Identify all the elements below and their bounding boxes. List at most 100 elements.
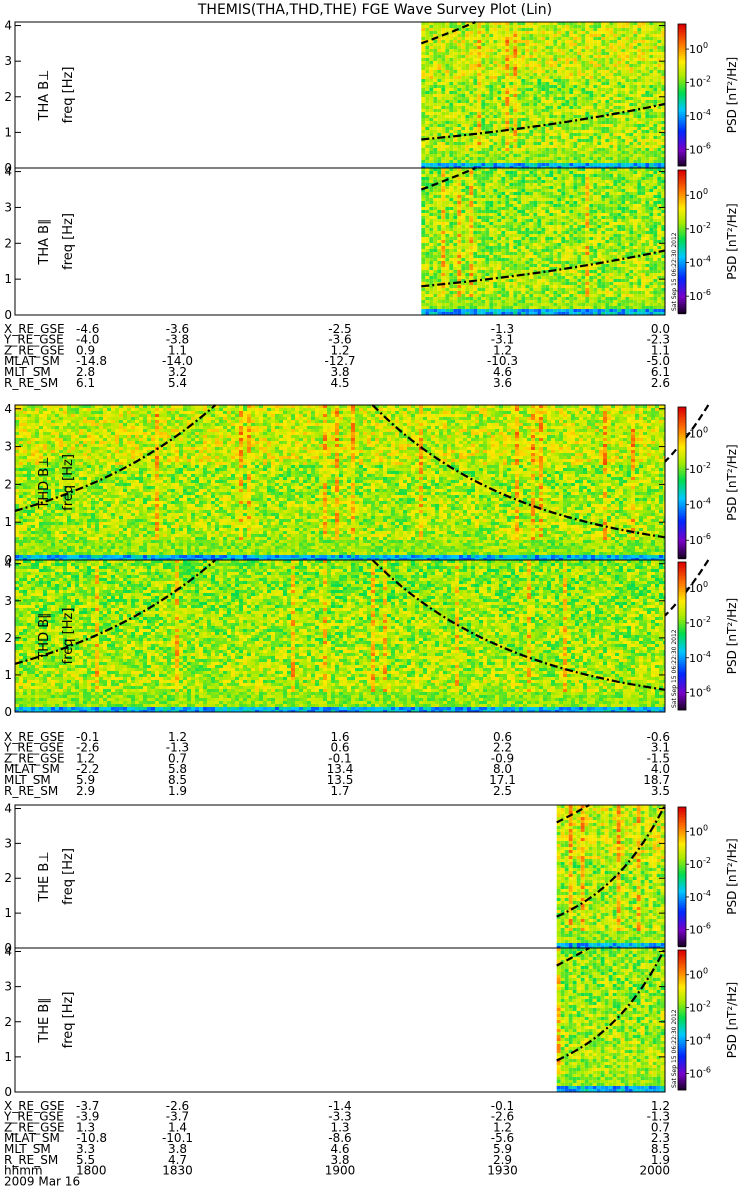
- ytick-label: 0: [4, 308, 12, 322]
- ephemeris-tha: X_RE_GSE -4.6 -3.6 -2.5 -1.3 0.0Y_RE_GSE -4.0-…: [3, 322, 670, 390]
- colorbar-tick-label: 10-4: [689, 889, 711, 904]
- colorbar-tick-label: 100: [689, 824, 708, 839]
- ytick-label: 3: [4, 836, 12, 850]
- ephemeris-thd: X_RE_GSE -0.1 1.2 1.6 0.6 -0.6Y_RE_GSE -2.6 -1.…: [3, 730, 670, 798]
- ephemeris-value: 1.7: [330, 784, 349, 798]
- ephemeris-row-label: R_RE_SM: [4, 784, 58, 798]
- colorbar-label: PSD [nT²/Hz]: [725, 203, 739, 279]
- time-tick-label: 1800: [76, 1164, 107, 1178]
- ephemeris-value: 5.4: [168, 376, 187, 390]
- colorbar-tick-label: 10-4: [689, 108, 711, 123]
- generation-stamp: Sat Sep 15 06:22:30 2012: [671, 629, 678, 708]
- ytick-label: 3: [4, 200, 12, 214]
- ephemeris-row-label: R_RE_SM: [4, 376, 58, 390]
- colorbar-thd-bperp: 100 10-2 10-4 10-6 PSD [nT²/Hz]: [678, 407, 739, 559]
- colorbar-tick-label: 100: [689, 187, 708, 202]
- ephemeris-value: 6.1: [76, 376, 95, 390]
- colorbar-tick-label: 10-6: [689, 141, 711, 156]
- panel-ylabel: THA B⊥: [37, 70, 52, 122]
- colorbar-tick-label: 100: [689, 41, 708, 56]
- ytick-label: 1: [4, 1050, 12, 1064]
- time-tick-label: 1930: [487, 1164, 518, 1178]
- ytick-label: 2: [4, 236, 12, 250]
- colorbar-tick-label: 10-2: [689, 461, 711, 476]
- heatmap-thd-bpar: [15, 560, 665, 712]
- time-tick-label: 2000: [639, 1164, 670, 1178]
- ephemeris-value: 1.9: [168, 784, 187, 798]
- plot-title: THEMIS(THA,THD,THE) FGE Wave Survey Plot…: [197, 2, 552, 18]
- themis-wave-survey-figure: THEMIS(THA,THD,THE) FGE Wave Survey Plot…: [0, 0, 750, 1200]
- ytick-label: 2: [4, 90, 12, 104]
- colorbar-tick-label: 100: [689, 426, 708, 441]
- date-label: 2009 Mar 16: [4, 1174, 80, 1188]
- panel-freq-label: freq [Hz]: [61, 992, 76, 1049]
- ephemeris-value: 4.5: [330, 376, 349, 390]
- ytick-label: 3: [4, 594, 12, 608]
- generation-stamp: Sat Sep 15 06:22:30 2012: [671, 232, 678, 311]
- colorbar-tick-label: 10-6: [689, 1066, 711, 1081]
- panel-ylabel: THD B⊥: [37, 456, 52, 509]
- colorbar-tick-label: 10-6: [689, 288, 711, 303]
- ytick-label: 2: [4, 871, 12, 885]
- panel-ylabel: THD B∥: [37, 612, 52, 660]
- panel-freq-label: freq [Hz]: [61, 454, 76, 511]
- colorbar-label: PSD [nT²/Hz]: [725, 598, 739, 674]
- ytick-label: 4: [4, 945, 12, 959]
- colorbar-tick-label: 10-4: [689, 497, 711, 512]
- heatmap-tha-bpar: [421, 168, 665, 315]
- spectrogram-plot: THEMIS(THA,THD,THE) FGE Wave Survey Plot…: [0, 0, 750, 1200]
- ytick-label: 2: [4, 477, 12, 491]
- ytick-label: 4: [4, 402, 12, 416]
- ytick-label: 3: [4, 980, 12, 994]
- generation-stamp: Sat Sep 15 06:22:30 2012: [671, 1009, 678, 1088]
- colorbar-label: PSD [nT²/Hz]: [725, 982, 739, 1058]
- ephemeris-value: 2.6: [651, 376, 670, 390]
- ephemeris-value: 3.6: [493, 376, 512, 390]
- colorbar-the-bpar: 100 10-2 10-4 10-6 PSD [nT²/Hz]: [678, 950, 739, 1090]
- ytick-label: 2: [4, 631, 12, 645]
- colorbar-tick-label: 10-6: [689, 532, 711, 547]
- heatmap-the-bpar: [557, 948, 665, 1092]
- ytick-label: 1: [4, 125, 12, 139]
- colorbar-tick-label: 10-6: [689, 922, 711, 937]
- colorbar-the-bperp: 100 10-2 10-4 10-6 PSD [nT²/Hz]: [678, 807, 739, 947]
- ytick-label: 0: [4, 705, 12, 719]
- ephemeris-the: X_RE_GSE -3.7 -2.6 -1.4 -0.1 1.2Y_RE_GSE -3.9-…: [3, 1099, 670, 1167]
- colorbar-tick-label: 10-2: [689, 1000, 711, 1015]
- ytick-label: 1: [4, 272, 12, 286]
- time-tick-label: 1900: [325, 1164, 356, 1178]
- colorbar-tick-label: 100: [689, 967, 708, 982]
- colorbar-tick-label: 10-2: [689, 856, 711, 871]
- ephemeris-value: 3.5: [651, 784, 670, 798]
- ytick-label: 0: [4, 1085, 12, 1099]
- ytick-label: 4: [4, 165, 12, 179]
- panel-freq-label: freq [Hz]: [61, 67, 76, 124]
- colorbar-tick-label: 100: [689, 580, 708, 595]
- time-tick-label: 1830: [162, 1164, 193, 1178]
- ytick-label: 1: [4, 906, 12, 920]
- panel-freq-label: freq [Hz]: [61, 608, 76, 665]
- heatmap-tha-bperp: [421, 22, 665, 168]
- panel-freq-label: freq [Hz]: [61, 848, 76, 905]
- colorbar-tick-label: 10-4: [689, 650, 711, 665]
- panel-the-bpar: 0 1 2 3 4 THE B∥ freq [Hz] 100 10-2 10-4 10-6 PSD […: [4, 945, 739, 1100]
- colorbar-label: PSD [nT²/Hz]: [725, 444, 739, 520]
- heatmap-the-bperp: [557, 805, 665, 948]
- ytick-label: 1: [4, 668, 12, 682]
- ytick-label: 2: [4, 1015, 12, 1029]
- colorbar-label: PSD [nT²/Hz]: [725, 57, 739, 133]
- colorbar-label: PSD [nT²/Hz]: [725, 838, 739, 914]
- ytick-label: 3: [4, 440, 12, 454]
- colorbar-tick-label: 10-4: [689, 255, 711, 270]
- panel-ylabel: THE B∥: [37, 997, 52, 1043]
- colorbar-tick-label: 10-4: [689, 1033, 711, 1048]
- ephemeris-value: 2.5: [493, 784, 512, 798]
- colorbar-tick-label: 10-2: [689, 615, 711, 630]
